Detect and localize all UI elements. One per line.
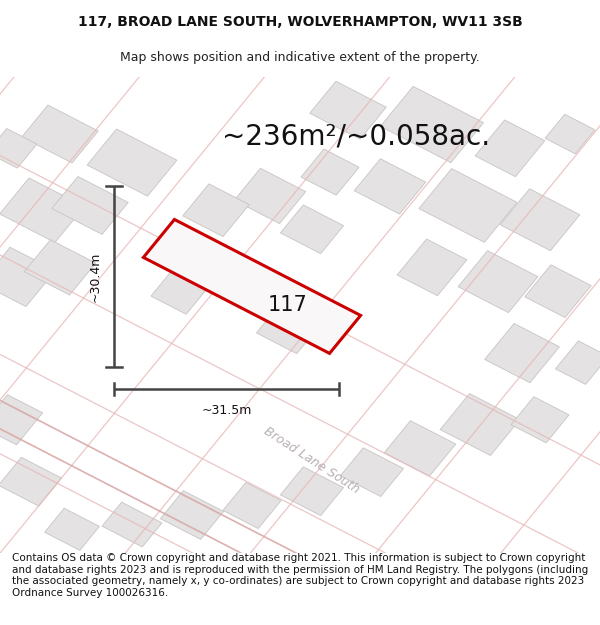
- Text: Map shows position and indicative extent of the property.: Map shows position and indicative extent…: [120, 51, 480, 64]
- Polygon shape: [310, 81, 386, 139]
- Polygon shape: [0, 458, 62, 506]
- Polygon shape: [0, 395, 43, 445]
- Polygon shape: [44, 508, 100, 551]
- Polygon shape: [380, 86, 484, 162]
- Polygon shape: [354, 159, 426, 214]
- Polygon shape: [0, 178, 85, 242]
- Text: Contains OS data © Crown copyright and database right 2021. This information is : Contains OS data © Crown copyright and d…: [12, 553, 588, 598]
- Polygon shape: [195, 251, 261, 303]
- Polygon shape: [556, 341, 600, 384]
- Polygon shape: [280, 205, 344, 254]
- Polygon shape: [545, 114, 595, 154]
- Text: 117, BROAD LANE SOUTH, WOLVERHAMPTON, WV11 3SB: 117, BROAD LANE SOUTH, WOLVERHAMPTON, WV…: [77, 14, 523, 29]
- Text: ~31.5m: ~31.5m: [202, 404, 251, 417]
- Polygon shape: [0, 248, 55, 306]
- Polygon shape: [485, 324, 559, 382]
- Polygon shape: [458, 251, 538, 312]
- Polygon shape: [234, 168, 306, 224]
- Polygon shape: [223, 482, 281, 529]
- Polygon shape: [102, 503, 162, 547]
- Polygon shape: [397, 239, 467, 296]
- Polygon shape: [256, 305, 320, 354]
- Polygon shape: [160, 491, 224, 539]
- Text: 117: 117: [268, 296, 308, 316]
- Polygon shape: [151, 268, 209, 314]
- Polygon shape: [52, 176, 128, 234]
- Text: ~30.4m: ~30.4m: [88, 252, 101, 302]
- Polygon shape: [340, 448, 404, 496]
- Polygon shape: [87, 129, 177, 196]
- Polygon shape: [24, 240, 96, 295]
- Polygon shape: [440, 394, 520, 456]
- Polygon shape: [500, 189, 580, 251]
- Text: Broad Lane South: Broad Lane South: [262, 424, 362, 496]
- Polygon shape: [525, 265, 591, 318]
- Text: ~236m²/~0.058ac.: ~236m²/~0.058ac.: [222, 122, 490, 151]
- Polygon shape: [183, 184, 249, 237]
- Polygon shape: [301, 149, 359, 195]
- Polygon shape: [511, 397, 569, 443]
- Polygon shape: [143, 219, 361, 353]
- Polygon shape: [0, 129, 37, 168]
- Polygon shape: [280, 467, 344, 516]
- Polygon shape: [475, 120, 545, 177]
- Polygon shape: [419, 169, 517, 242]
- Polygon shape: [384, 421, 456, 476]
- Polygon shape: [22, 105, 98, 163]
